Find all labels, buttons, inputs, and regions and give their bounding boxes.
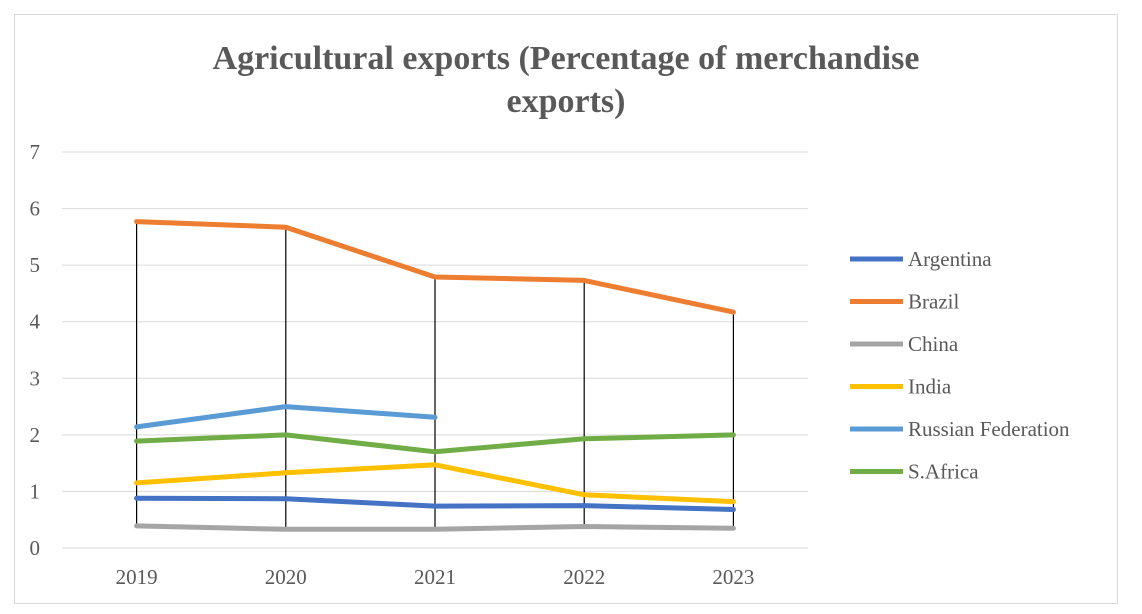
high-low-lines — [136, 221, 735, 530]
x-tick-label: 2019 — [116, 565, 158, 589]
y-tick-label: 2 — [30, 423, 41, 447]
y-tick-label: 1 — [30, 479, 41, 503]
x-axis-tick-labels: 2019 2020 2021 2022 2023 — [116, 565, 755, 589]
series-lines — [134, 219, 736, 532]
series-line-s-africa — [134, 432, 736, 455]
x-tick-label: 2023 — [712, 565, 754, 589]
legend-label-india: India — [908, 375, 952, 399]
y-axis-tick-labels: 0 1 2 3 4 5 6 7 — [30, 140, 41, 560]
legend-label-brazil: Brazil — [908, 290, 959, 314]
chart-title-line-1: Agricultural exports (Percentage of merc… — [213, 40, 920, 77]
y-tick-label: 4 — [30, 310, 41, 334]
legend-label-russian-federation: Russian Federation — [908, 417, 1070, 441]
legend-label-argentina: Argentina — [908, 247, 992, 271]
series-line-china — [134, 523, 736, 532]
series-line-russian-federation — [134, 404, 438, 430]
y-tick-label: 3 — [30, 366, 41, 390]
series-line-argentina — [134, 495, 736, 512]
x-tick-label: 2022 — [563, 565, 605, 589]
x-tick-label: 2021 — [414, 565, 456, 589]
chart-title: Agricultural exports (Percentage of merc… — [213, 40, 920, 120]
series-line-brazil — [134, 219, 736, 315]
y-tick-label: 0 — [30, 536, 41, 560]
y-tick-label: 6 — [30, 197, 41, 221]
y-tick-label: 5 — [30, 253, 41, 277]
legend-label-s-africa: S.Africa — [908, 460, 979, 484]
x-tick-label: 2020 — [265, 565, 307, 589]
legend-label-china: China — [908, 332, 959, 356]
legend: Argentina Brazil China India Russian Federat… — [850, 247, 1070, 484]
y-tick-label: 7 — [30, 140, 41, 164]
chart-title-line-2: exports) — [507, 83, 626, 120]
series-line-india — [134, 462, 736, 505]
